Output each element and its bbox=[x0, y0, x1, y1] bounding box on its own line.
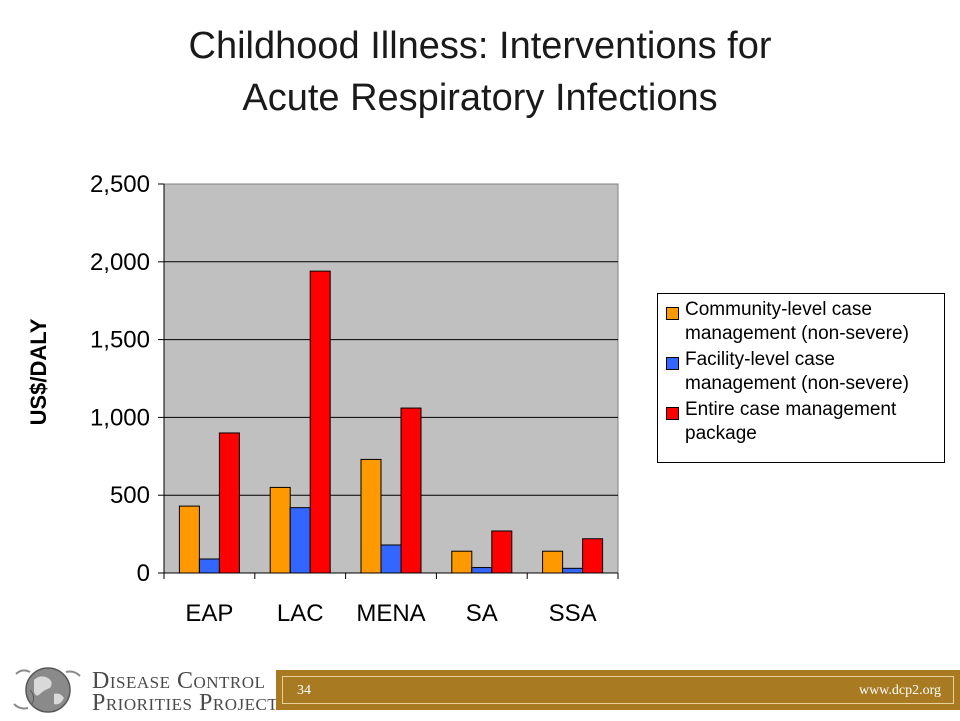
bar-eap-series-1 bbox=[178, 505, 200, 574]
site-url[interactable]: www.dcp2.org bbox=[858, 683, 941, 698]
legend-label-community: Community-level case management (non-sev… bbox=[685, 298, 909, 346]
bar-lac-series-3 bbox=[309, 270, 331, 574]
y-tick-label: 2,500 bbox=[90, 171, 150, 198]
legend-label-facility-line-2: management (non-severe) bbox=[685, 373, 909, 394]
x-tick-label: SA bbox=[466, 600, 498, 627]
legend-item-entire: Entire case management package bbox=[666, 398, 938, 446]
legend-label-entire: Entire case management package bbox=[685, 398, 896, 446]
legend-label-entire-line-2: package bbox=[685, 423, 757, 444]
x-tick-label: MENA bbox=[356, 600, 425, 627]
globe-icon bbox=[13, 667, 81, 713]
bar-mena-series-3 bbox=[400, 407, 422, 574]
slide-title-line-1: Childhood Illness: Interventions for bbox=[188, 25, 772, 67]
x-tick-labels: EAP LAC MENA SA SSA bbox=[185, 600, 596, 627]
x-tick-label: SSA bbox=[549, 600, 597, 627]
legend-label-community-line-2: management (non-severe) bbox=[685, 323, 909, 344]
bar-eap-series-2 bbox=[198, 558, 220, 574]
footer: Disease Control Priorities Project 34 ww… bbox=[0, 660, 960, 720]
legend-item-facility: Facility-level case management (non-seve… bbox=[666, 348, 938, 396]
x-tick-label: LAC bbox=[277, 600, 324, 627]
bar-mena-series-2 bbox=[380, 544, 402, 574]
footer-bar-frame: 34 www.dcp2.org bbox=[282, 676, 954, 704]
footer-bar: 34 www.dcp2.org bbox=[276, 670, 960, 710]
logo-line-2: Priorities Project bbox=[92, 690, 279, 716]
legend-label-facility: Facility-level case management (non-seve… bbox=[685, 348, 909, 396]
bar-mena-series-1 bbox=[360, 458, 382, 574]
y-tick-label: 500 bbox=[110, 482, 150, 509]
y-tick-label: 1,000 bbox=[90, 404, 150, 431]
legend-swatch-facility bbox=[666, 357, 679, 370]
bar-ssa-series-1 bbox=[542, 550, 564, 574]
legend-label-facility-line-1: Facility-level case bbox=[685, 349, 835, 370]
legend-item-community: Community-level case management (non-sev… bbox=[666, 298, 938, 346]
y-tick-label: 2,000 bbox=[90, 249, 150, 276]
bar-ssa-series-3 bbox=[582, 538, 604, 574]
y-tick-label: 0 bbox=[137, 560, 150, 587]
bar-chart: 0 500 1,000 1,500 2,000 2,500 EAP LAC MENA SA SSA… bbox=[26, 171, 619, 627]
chart-legend: Community-level case management (non-sev… bbox=[657, 293, 945, 463]
page-number: 34 bbox=[297, 683, 311, 698]
slide-title-line-2: Acute Respiratory Infections bbox=[242, 77, 718, 119]
bar-sa-series-3 bbox=[491, 530, 513, 574]
axes bbox=[158, 183, 619, 579]
legend-label-entire-line-1: Entire case management bbox=[685, 399, 897, 420]
bar-ssa-series-2 bbox=[562, 567, 584, 574]
bar-eap-series-3 bbox=[218, 432, 240, 574]
bar-sa-series-1 bbox=[451, 550, 473, 574]
slide-title: Childhood Illness: Interventions for Acu… bbox=[0, 20, 960, 124]
bars bbox=[178, 270, 604, 574]
logo-line-1: Disease Control bbox=[92, 668, 266, 694]
legend-label-community-line-1: Community-level case bbox=[685, 299, 872, 320]
bar-sa-series-2 bbox=[471, 567, 493, 574]
y-tick-labels: 0 500 1,000 1,500 2,000 2,500 bbox=[90, 171, 150, 587]
x-tick-label: EAP bbox=[185, 600, 233, 627]
bar-lac-series-1 bbox=[269, 486, 291, 574]
logo-text: Disease Control Priorities Project bbox=[92, 668, 279, 716]
dcpp-logo: Disease Control Priorities Project bbox=[10, 664, 278, 716]
bar-lac-series-2 bbox=[289, 507, 311, 574]
legend-swatch-entire bbox=[666, 407, 679, 420]
y-tick-label: 1,500 bbox=[90, 327, 150, 354]
gridlines bbox=[164, 261, 618, 496]
y-axis-label: US$/DALY bbox=[26, 318, 51, 425]
legend-swatch-community bbox=[666, 307, 679, 320]
